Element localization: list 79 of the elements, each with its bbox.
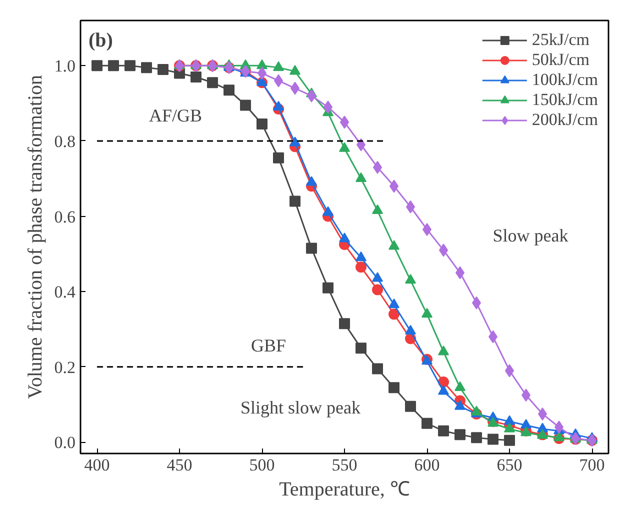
- point: [290, 65, 300, 75]
- point: [322, 282, 334, 294]
- point: [554, 431, 564, 442]
- y-axis-title: Volume fraction of phase transformation: [24, 75, 46, 399]
- point: [504, 422, 515, 432]
- point: [273, 100, 284, 110]
- point: [306, 176, 317, 186]
- y-tick-label: 0.4: [54, 282, 76, 302]
- point: [422, 308, 432, 318]
- point: [273, 152, 284, 164]
- point: [520, 418, 532, 429]
- x-tick-label: 650: [496, 456, 522, 474]
- point: [273, 61, 284, 71]
- point: [372, 363, 383, 374]
- point: [256, 118, 268, 130]
- point: [438, 425, 449, 436]
- point: [372, 272, 383, 282]
- point: [422, 418, 432, 429]
- point: [438, 346, 449, 356]
- x-tick-label: 400: [84, 456, 110, 474]
- point: [356, 172, 366, 182]
- annotation: Slight slow peak: [240, 398, 360, 418]
- x-tick-label: 500: [249, 456, 275, 474]
- legend-label: 100kJ/cm: [532, 70, 598, 90]
- annotation: Slow peak: [492, 226, 568, 246]
- point: [388, 308, 400, 320]
- point: [108, 60, 119, 72]
- point: [224, 84, 234, 96]
- point: [158, 64, 168, 75]
- point: [207, 77, 218, 88]
- annotation: GBF: [250, 336, 286, 356]
- point: [92, 60, 102, 72]
- x-tick-label: 450: [166, 456, 192, 474]
- legend-label: 150kJ/cm: [532, 90, 598, 110]
- point: [339, 142, 350, 152]
- point: [356, 262, 366, 273]
- point: [356, 251, 366, 262]
- y-tick-label: 1.0: [54, 56, 76, 76]
- point: [438, 385, 449, 395]
- x-tick-label: 550: [332, 456, 358, 474]
- y-tick-label: 0.0: [54, 433, 76, 452]
- point: [372, 204, 383, 214]
- point: [339, 232, 350, 242]
- point: [405, 324, 416, 335]
- point: [388, 298, 400, 308]
- annotation: (b): [88, 30, 113, 52]
- point: [454, 429, 466, 440]
- point: [256, 59, 268, 70]
- point: [141, 62, 152, 74]
- point: [405, 400, 416, 412]
- y-tick-label: 0.8: [54, 132, 76, 151]
- y-tick-label: 0.2: [54, 358, 76, 377]
- point: [488, 434, 498, 445]
- point: [240, 100, 251, 111]
- point: [339, 318, 350, 330]
- point: [471, 432, 482, 444]
- legend-label: 25kJ/cm: [532, 30, 590, 50]
- legend-label: 200kJ/cm: [532, 110, 598, 130]
- point: [124, 60, 136, 72]
- y-tick-label: 0.6: [54, 207, 76, 226]
- point: [290, 196, 300, 207]
- x-axis-title: Temperature, ℃: [279, 478, 410, 500]
- point: [504, 434, 515, 446]
- point: [405, 274, 416, 284]
- legend-label: 50kJ/cm: [532, 50, 590, 70]
- point: [356, 342, 366, 354]
- point: [454, 400, 466, 410]
- point: [322, 206, 334, 216]
- point: [388, 240, 400, 250]
- point: [454, 381, 466, 391]
- annotation: AF/GB: [148, 106, 202, 126]
- point: [306, 242, 317, 254]
- x-tick-label: 600: [414, 456, 440, 474]
- point: [388, 382, 400, 394]
- point: [372, 284, 383, 296]
- point: [190, 71, 202, 82]
- x-tick-label: 700: [579, 456, 605, 474]
- point: [290, 136, 300, 146]
- point: [504, 415, 515, 425]
